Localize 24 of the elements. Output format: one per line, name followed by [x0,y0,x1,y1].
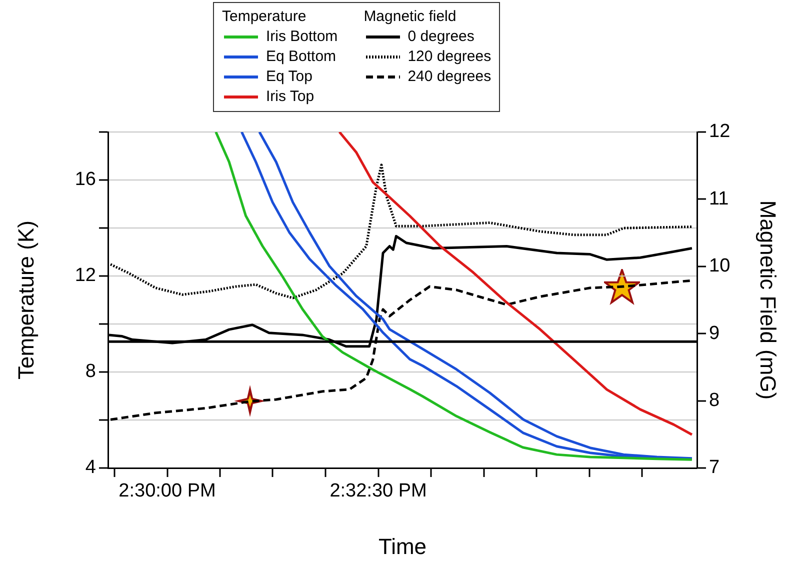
legend-label: Iris Bottom [266,27,338,47]
legend-label: Eq Top [266,67,312,87]
y2-tick-label: 10 [709,256,730,277]
legend-label: Eq Bottom [266,47,336,67]
y2-tick-label: 7 [709,457,720,478]
y2-tick-label: 12 [709,121,730,142]
y-tick-label: 16 [74,169,96,190]
x-tick-label: 2:30:00 PM [118,480,216,502]
y2-tick-label: 9 [709,322,720,344]
legend-label: 0 degrees [408,27,474,47]
legend-label: 120 degrees [408,47,492,67]
y2-tick-label: 11 [709,188,729,210]
y-axis-title: Temperature (K) [13,220,38,380]
y-tick-label: 8 [85,361,96,382]
y-tick-label: 4 [85,457,96,478]
x-axis-title: Time [378,534,427,559]
y2-tick-label: 8 [709,390,720,412]
x-tick-label: 2:32:30 PM [330,480,427,502]
text: Magnetic field [364,7,458,27]
y-tick-label: 12 [74,265,96,286]
y2-axis-title: Magnetic Field (mG) [756,200,781,400]
text: Temperature [222,7,308,27]
legend-label: Iris Top [266,87,314,107]
legend-label: 240 degrees [408,67,492,87]
